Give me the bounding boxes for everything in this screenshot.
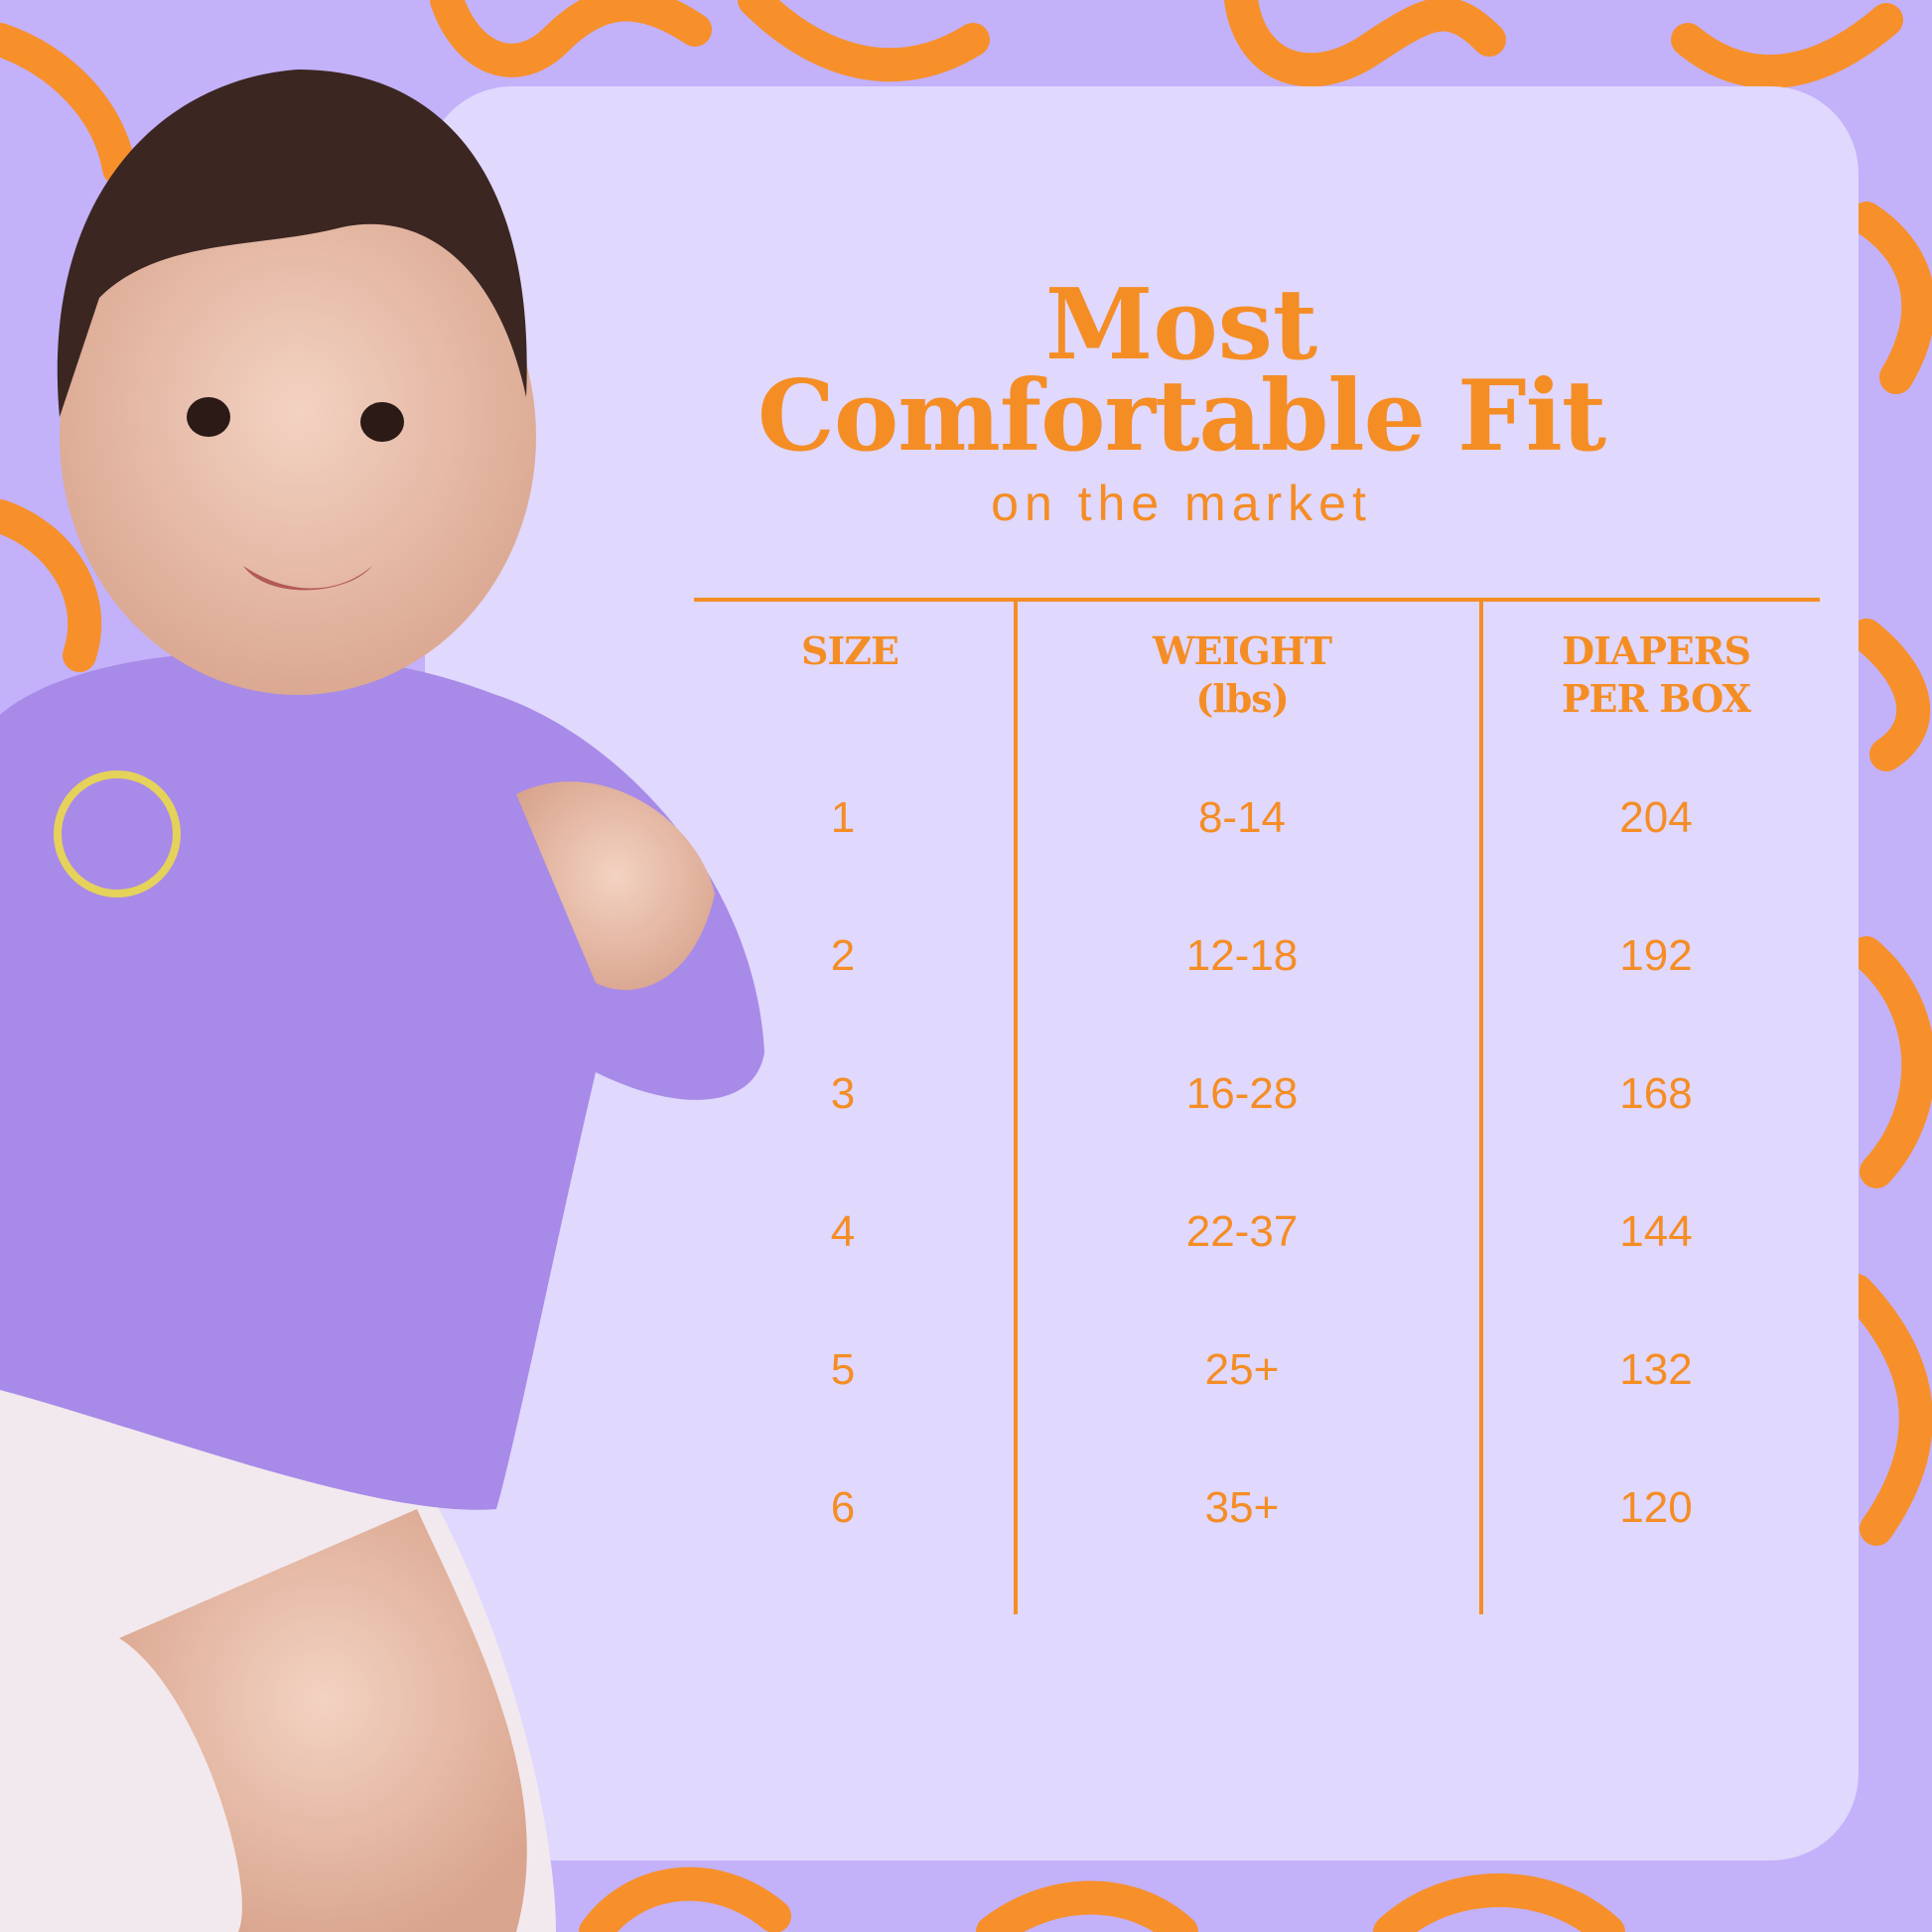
cell-per-box: 168: [1619, 1069, 1693, 1118]
cell-size: 1: [830, 793, 856, 842]
title-line-1: Most: [1044, 268, 1318, 382]
header-weight-unit: (lbs): [1195, 676, 1289, 721]
title-line-2: Comfortable Fit: [757, 359, 1606, 474]
cell-size: 3: [830, 1069, 856, 1118]
cell-weight: 8-14: [1197, 793, 1287, 842]
header-diapers-line1: DIAPERS: [1562, 628, 1751, 673]
column-divider: [1479, 600, 1483, 1614]
cell-weight: 35+: [1204, 1483, 1280, 1532]
cell-per-box: 144: [1619, 1207, 1693, 1256]
cell-size: 6: [830, 1483, 856, 1532]
cell-per-box: 120: [1619, 1483, 1693, 1532]
cell-size: 5: [830, 1345, 856, 1394]
header-size-label: SIZE: [801, 628, 899, 673]
header-diapers-per-box: DIAPERS PER BOX: [1477, 627, 1835, 723]
cell-size: 2: [830, 931, 856, 980]
header-size: SIZE: [671, 627, 1029, 675]
cell-weight: 22-37: [1185, 1207, 1299, 1256]
table-top-rule: [694, 598, 1820, 602]
cell-weight: 25+: [1204, 1345, 1280, 1394]
cell-per-box: 192: [1619, 931, 1693, 980]
header-weight-label: WEIGHT: [1152, 628, 1332, 673]
baby-photo: [0, 69, 764, 1932]
column-divider: [1014, 600, 1018, 1614]
cell-per-box: 204: [1619, 793, 1693, 842]
cell-weight: 16-28: [1185, 1069, 1299, 1118]
cell-size: 4: [830, 1207, 856, 1256]
header-diapers-line2: PER BOX: [1561, 676, 1751, 721]
header-weight: WEIGHT (lbs): [1063, 627, 1421, 723]
cell-weight: 12-18: [1185, 931, 1299, 980]
subtitle: on the market: [991, 476, 1372, 531]
cell-per-box: 132: [1619, 1345, 1693, 1394]
